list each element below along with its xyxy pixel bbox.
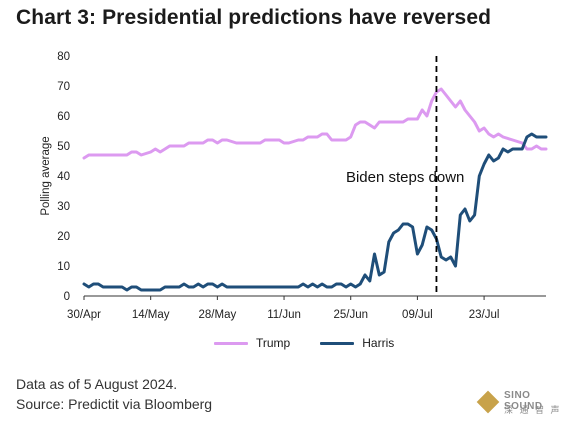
logo-subtitle: 深 通 智 声: [504, 405, 562, 415]
legend: Trump Harris: [214, 336, 394, 350]
data-note: Data as of 5 August 2024.: [16, 376, 178, 392]
x-tick-label: 11/Jun: [267, 309, 301, 321]
brand-logo: SINO SOUND 深 通 智 声: [476, 388, 568, 418]
x-tick-label: 25/Jun: [333, 309, 368, 321]
legend-item-trump[interactable]: Trump: [214, 336, 290, 350]
y-tick-label: 70: [57, 81, 70, 93]
series-line-trump: [82, 87, 548, 160]
legend-swatch-trump: [214, 341, 248, 345]
legend-label-harris: Harris: [362, 336, 395, 350]
x-tick-label: 23/Jul: [469, 309, 500, 321]
y-tick-label: 0: [64, 291, 70, 303]
source-note: Source: Predictit via Bloomberg: [16, 396, 213, 412]
line-chart: 0 10 20 30 40 50 60 70 80 30/Apr 14/May 28/May 11/Ju…: [40, 51, 548, 321]
annotation-text: Biden steps down: [346, 169, 464, 186]
x-tick-label: 28/May: [199, 309, 237, 321]
x-tick-label: 09/Jul: [402, 309, 433, 321]
x-tick-label: 14/May: [132, 309, 170, 321]
legend-label-trump: Trump: [256, 336, 291, 350]
y-tick-label: 60: [57, 111, 70, 123]
chart-title: Chart 3: Presidential predictions have r…: [16, 6, 492, 29]
y-tick-label: 10: [57, 261, 70, 273]
y-tick-label: 40: [57, 171, 70, 183]
logo-diamond-icon: [476, 390, 500, 414]
annotation-layer: Biden steps down: [346, 56, 464, 296]
y-tick-label: 30: [57, 201, 70, 213]
logo-name: SINO SOUND: [504, 390, 543, 412]
ticks-layer: 0 10 20 30 40 50 60 70 80 30/Apr 14/May 28/May 11/Ju…: [40, 51, 499, 321]
y-axis-label: Polling average: [40, 136, 52, 215]
y-tick-label: 50: [57, 141, 70, 153]
series-layer: [82, 87, 548, 292]
y-tick-label: 80: [57, 51, 70, 63]
series-line-harris: [82, 132, 548, 292]
y-tick-label: 20: [57, 231, 70, 243]
legend-item-harris[interactable]: Harris: [320, 336, 394, 350]
footer: Data as of 5 August 2024. Source: Predic…: [16, 374, 212, 414]
x-tick-label: 30/Apr: [67, 309, 101, 321]
legend-swatch-harris: [320, 341, 355, 345]
